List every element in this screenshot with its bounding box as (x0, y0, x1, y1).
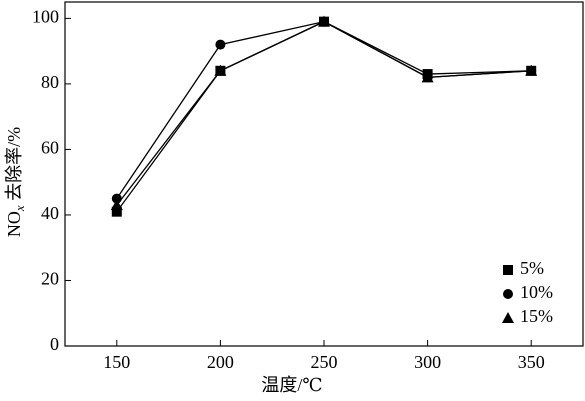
y-axis-label-sub: x (12, 205, 27, 212)
legend-label: 5% (520, 258, 544, 278)
x-axis-label: 温度/℃ (261, 375, 322, 395)
y-tick-label: 80 (41, 72, 59, 92)
marker (215, 39, 226, 50)
series-line (116, 20, 532, 206)
marker (421, 71, 434, 83)
marker (525, 64, 538, 76)
x-tick-label: 150 (103, 352, 130, 372)
marker (214, 64, 227, 76)
legend-label: 10% (520, 282, 553, 302)
x-tick-label: 300 (414, 352, 441, 372)
x-tick-label: 250 (311, 352, 338, 372)
marker (503, 289, 513, 299)
x-tick-label: 350 (518, 352, 545, 372)
y-tick-label: 60 (41, 138, 59, 158)
marker (111, 206, 122, 217)
marker (503, 265, 513, 275)
y-tick-label: 20 (41, 269, 59, 289)
marker (502, 312, 514, 323)
y-axis-label-part: 去除率/% (4, 127, 24, 206)
legend-label: 15% (520, 306, 553, 326)
series-line (116, 20, 532, 213)
marker (111, 193, 122, 204)
y-tick-label: 40 (41, 203, 59, 223)
series-line (116, 20, 532, 199)
y-tick-label: 100 (32, 7, 59, 27)
x-tick-label: 200 (207, 352, 234, 372)
marker (110, 199, 123, 211)
y-axis-label: NOx 去除率/% (4, 127, 27, 237)
marker (318, 15, 330, 27)
y-axis-label-part: NO (4, 211, 24, 237)
y-tick-label: 0 (50, 334, 59, 354)
